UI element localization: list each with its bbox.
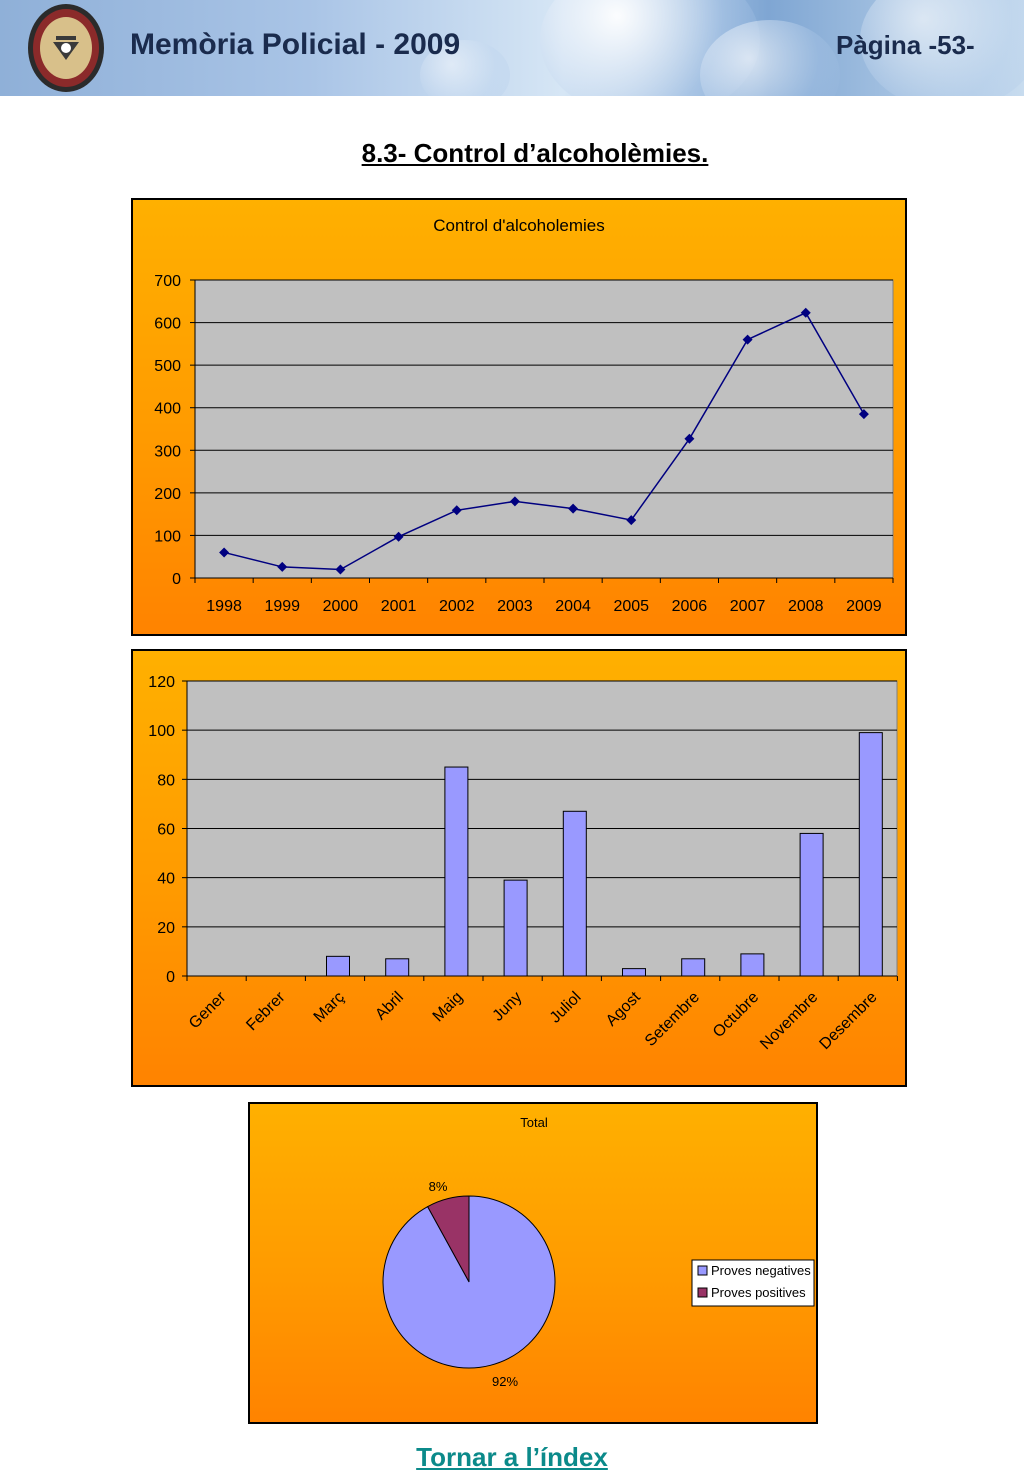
x-tick-label: 2008 <box>788 598 824 615</box>
y-tick-label: 700 <box>154 273 181 290</box>
x-tick-label: Maig <box>430 989 467 1026</box>
data-point <box>277 561 288 572</box>
x-tick-label: Abril <box>372 989 407 1024</box>
chart-title: Control d'alcoholemies <box>433 216 604 235</box>
plot-area <box>194 279 894 579</box>
data-point <box>219 547 230 558</box>
x-tick-label: Desembre <box>816 989 880 1053</box>
bar <box>385 958 410 977</box>
data-point <box>800 307 811 318</box>
x-tick-label: Octubre <box>710 989 762 1041</box>
bar <box>326 955 350 977</box>
y-tick-label: 300 <box>154 443 181 460</box>
line-chart-svg: Control d'alcoholemies 0 100 200 300 400 500 60… <box>154 216 894 615</box>
y-tick-label: 0 <box>172 571 181 588</box>
y-tick-label: 600 <box>154 316 181 333</box>
x-tick-label: Agost <box>603 988 644 1029</box>
data-label: 8% <box>429 1179 448 1194</box>
legend-label: Proves negatives <box>711 1263 811 1278</box>
data-point <box>684 433 695 444</box>
y-tick-label: 400 <box>154 401 181 418</box>
legend-swatch <box>697 1265 708 1276</box>
pie-slice <box>382 1195 556 1369</box>
test-results-pie-chart: Total 8% 92% Proves negatives Proves positiv… <box>248 1102 818 1424</box>
x-tick-label: 2003 <box>497 598 533 615</box>
data-label: 92% <box>492 1374 518 1389</box>
x-tick-label: 1999 <box>264 598 300 615</box>
back-to-index-link[interactable]: Tornar a l’índex <box>416 1442 608 1472</box>
x-tick-label: Juliol <box>547 989 585 1027</box>
data-point <box>393 531 404 542</box>
x-tick-label: 2004 <box>555 598 591 615</box>
y-tick-label: 80 <box>157 772 175 789</box>
y-tick-label: 100 <box>148 723 175 740</box>
page-number: Pàgina -53- <box>836 30 975 60</box>
bar-chart-svg: 0 20 40 60 80 100 120 Gener Febrer Març Abril Maig J… <box>148 674 898 1053</box>
x-tick-label: Novembre <box>757 989 821 1053</box>
y-tick-label: 0 <box>166 969 175 986</box>
x-tick-label: 1998 <box>206 598 242 615</box>
data-point <box>626 515 637 526</box>
x-tick-label: 2001 <box>381 598 417 615</box>
y-tick-label: 120 <box>148 674 175 691</box>
data-point <box>742 334 753 345</box>
y-tick-label: 40 <box>157 871 175 888</box>
alcohol-tests-by-month-chart: 0 20 40 60 80 100 120 Gener Febrer Març Abril Maig J… <box>131 649 907 1087</box>
x-tick-label: 2007 <box>730 598 766 615</box>
legend-box <box>691 1259 815 1307</box>
y-tick-label: 60 <box>157 822 175 839</box>
bar <box>562 810 587 977</box>
alcohol-tests-by-year-chart: Control d'alcoholemies 0 100 200 300 400 500 60… <box>131 198 907 636</box>
legend-label: Proves positives <box>711 1285 806 1300</box>
bar <box>503 879 528 977</box>
section-title: 8.3- Control d’alcoholèmies. <box>361 138 709 168</box>
document-title: Memòria Policial - 2009 <box>130 28 461 61</box>
x-tick-label: Febrer <box>243 988 289 1034</box>
y-tick-label: 100 <box>154 528 181 545</box>
data-point <box>568 503 579 514</box>
bar <box>681 958 706 977</box>
x-tick-label: Setembre <box>642 989 703 1050</box>
bar <box>740 953 765 977</box>
x-tick-label: 2005 <box>613 598 649 615</box>
x-tick-label: 2006 <box>672 598 708 615</box>
legend-swatch <box>697 1287 708 1298</box>
x-tick-label: 2009 <box>846 598 882 615</box>
bar <box>858 732 883 977</box>
y-tick-label: 20 <box>157 920 175 937</box>
series-line <box>223 311 865 571</box>
x-tick-label: Gener <box>186 988 230 1032</box>
pie-chart-svg: Total 8% 92% Proves negatives Proves positiv… <box>382 1115 815 1389</box>
x-tick-label: 2000 <box>323 598 359 615</box>
data-point <box>451 505 462 516</box>
data-point <box>335 564 346 575</box>
bar <box>444 766 469 977</box>
y-tick-label: 500 <box>154 358 181 375</box>
page-header: Memòria Policial - 2009 Pàgina -53- <box>0 0 1024 96</box>
y-tick-label: 200 <box>154 486 181 503</box>
data-point <box>858 409 869 420</box>
x-tick-label: Juny <box>490 989 526 1025</box>
chart-title: Total <box>520 1115 548 1130</box>
x-tick-label: 2002 <box>439 598 475 615</box>
police-emblem-logo <box>28 4 104 92</box>
chart-legend: Proves negatives Proves positives <box>691 1259 815 1307</box>
x-tick-label: Març <box>311 989 348 1026</box>
bar <box>622 968 646 977</box>
bar <box>799 832 824 977</box>
